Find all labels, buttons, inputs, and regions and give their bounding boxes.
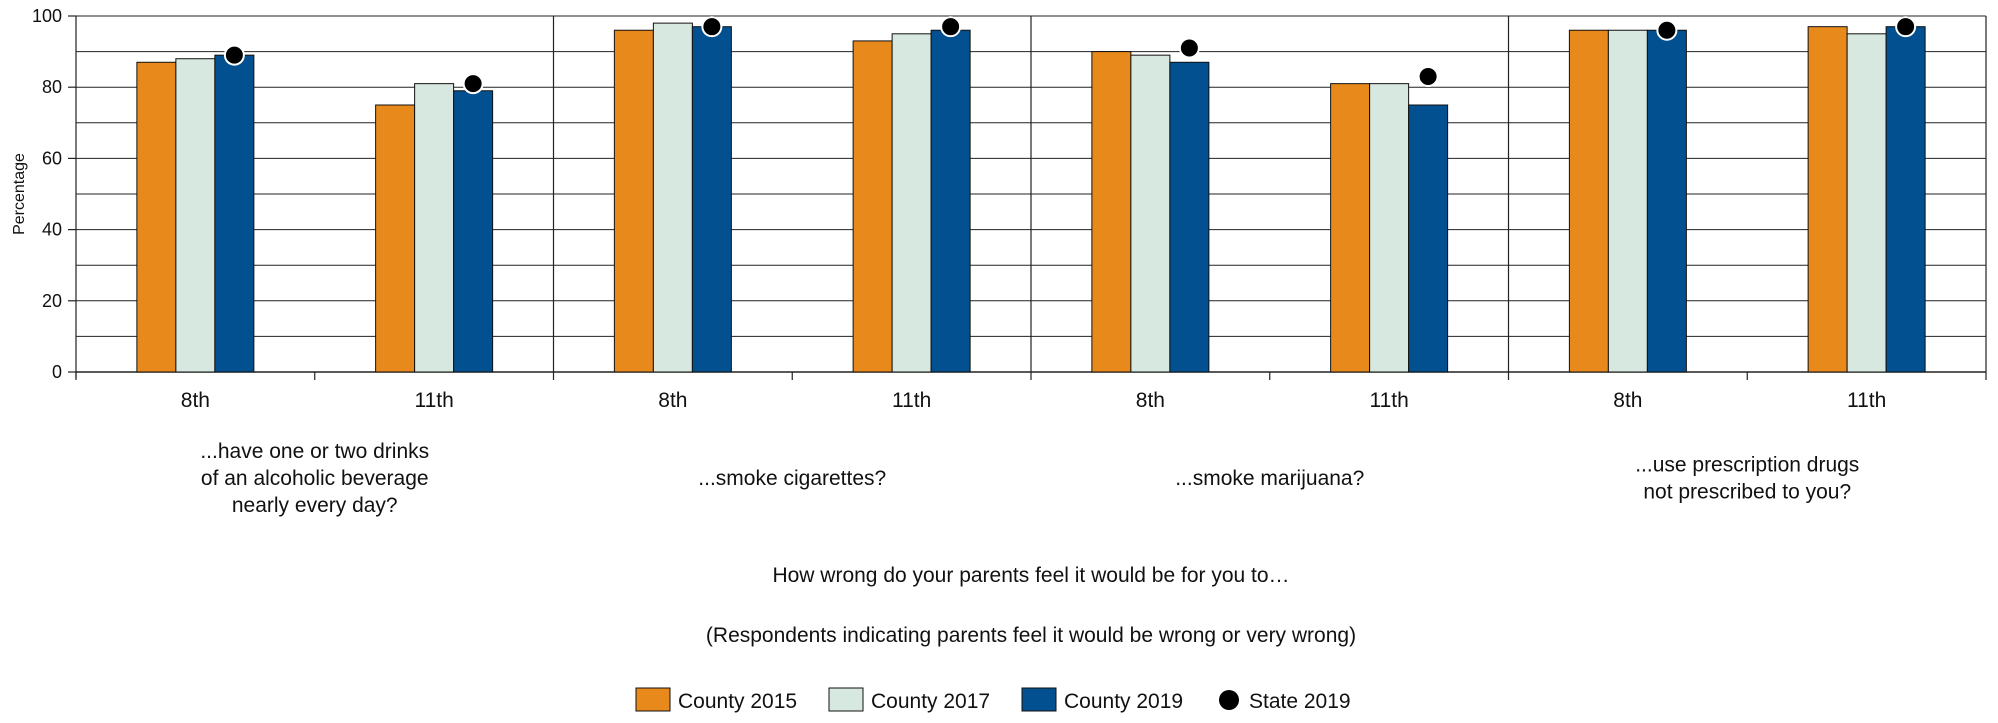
bar-county-2019 (1169, 61, 1210, 373)
group-label: ...use prescription drugs (1635, 454, 1859, 477)
state-2019-marker (701, 16, 723, 38)
x-category-label: 11th (892, 389, 931, 412)
legend-swatch (1219, 690, 1239, 710)
y-tick-label: 20 (42, 291, 62, 311)
state-2019-marker (940, 16, 962, 38)
bar-county-2017 (891, 33, 932, 373)
bar-county-2019 (1885, 26, 1926, 373)
bar-county-2019 (1646, 29, 1687, 373)
legend-label: County 2017 (871, 690, 990, 713)
y-tick-label: 60 (42, 148, 62, 168)
x-category-label: 11th (1369, 389, 1408, 412)
bar-county-2017 (414, 83, 455, 373)
x-category-label: 8th (1136, 389, 1165, 412)
question-text: How wrong do your parents feel it would … (772, 564, 1289, 587)
y-tick-label: 100 (32, 6, 62, 26)
bar-county-2017 (175, 58, 216, 373)
x-category-label: 8th (181, 389, 210, 412)
legend-label: County 2015 (678, 690, 797, 713)
legend-swatch (1021, 687, 1057, 712)
bar-county-2017 (1369, 83, 1410, 373)
bar-county-2015 (852, 40, 893, 373)
group-label: nearly every day? (232, 494, 398, 517)
note-text: (Respondents indicating parents feel it … (706, 624, 1356, 647)
x-category-label: 11th (414, 389, 453, 412)
bar-county-2015 (1330, 83, 1371, 373)
bar-county-2015 (1091, 51, 1132, 373)
group-label: of an alcoholic beverage (201, 467, 429, 490)
legend-label: State 2019 (1249, 690, 1351, 713)
state-2019-marker (1417, 66, 1439, 88)
legend-swatch (635, 687, 671, 712)
bar-county-2017 (652, 22, 693, 373)
x-category-label: 8th (1613, 389, 1642, 412)
bar-county-2019 (214, 54, 255, 373)
bar-county-2017 (1607, 29, 1648, 373)
state-2019-marker (1656, 19, 1678, 41)
x-category-label: 8th (658, 389, 687, 412)
bar-county-2019 (930, 29, 971, 373)
state-2019-marker (462, 73, 484, 95)
y-axis-label: Percentage (11, 153, 28, 235)
bar-county-2019 (1408, 104, 1449, 373)
group-label: not prescribed to you? (1643, 481, 1851, 504)
bar-county-2017 (1846, 33, 1887, 373)
y-tick-label: 80 (42, 77, 62, 97)
state-2019-marker (1895, 16, 1917, 38)
state-2019-marker (1178, 37, 1200, 59)
y-tick-label: 0 (52, 362, 62, 382)
bar-county-2015 (136, 61, 177, 373)
bar-county-2019 (691, 26, 732, 373)
group-label: ...have one or two drinks (200, 440, 429, 463)
group-label: ...smoke cigarettes? (698, 467, 886, 490)
bar-county-2015 (1807, 26, 1848, 373)
state-2019-marker (223, 44, 245, 66)
bar-county-2015 (613, 29, 654, 373)
y-tick-label: 40 (42, 220, 62, 240)
bar-county-2019 (453, 90, 494, 373)
legend-label: County 2019 (1064, 690, 1183, 713)
legend-swatch (828, 687, 864, 712)
group-label: ...smoke marijuana? (1175, 467, 1364, 490)
bar-county-2015 (1568, 29, 1609, 373)
bar-county-2015 (375, 104, 416, 373)
x-category-label: 11th (1847, 389, 1886, 412)
bar-county-2017 (1130, 54, 1171, 373)
